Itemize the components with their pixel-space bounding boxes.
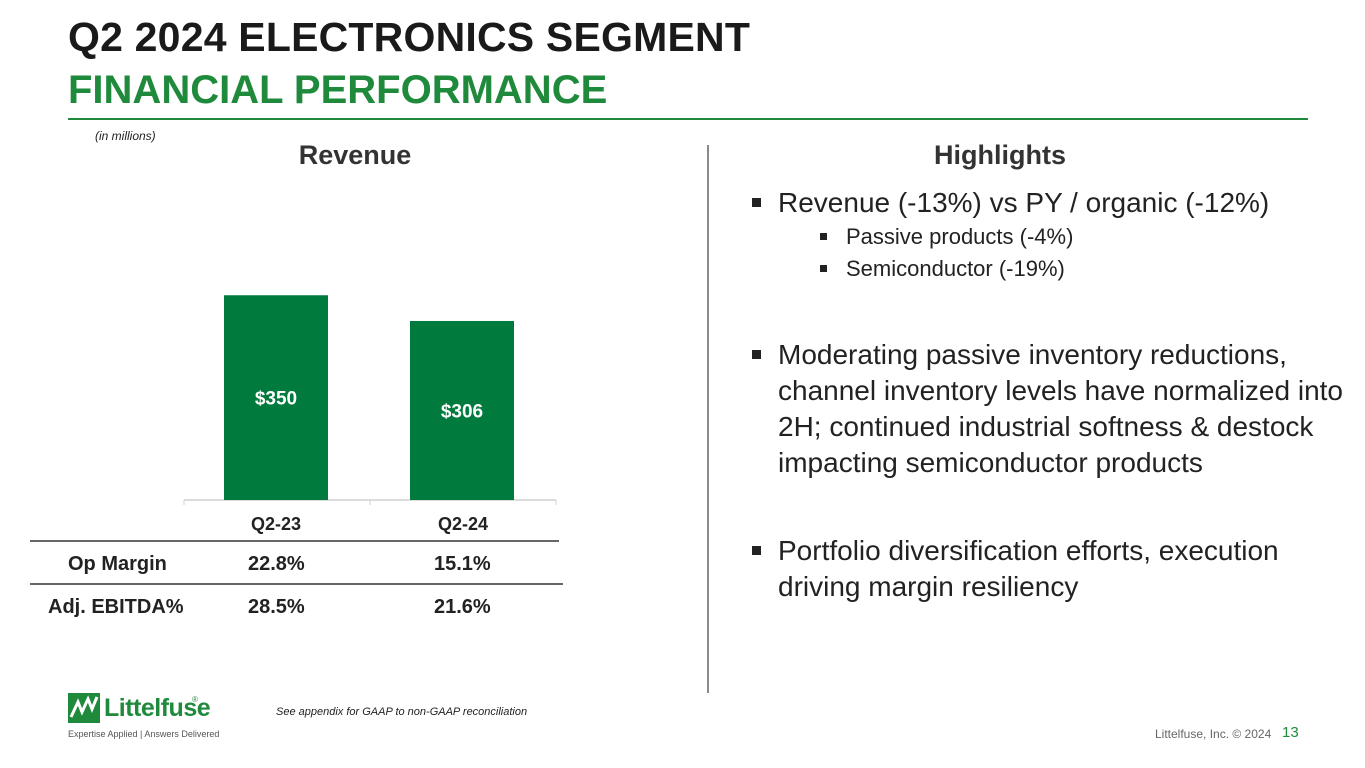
metric-label-op-margin: Op Margin <box>68 553 167 575</box>
bullet-square-icon <box>752 350 761 359</box>
metric-value: 22.8% <box>248 553 305 575</box>
logo-wordmark: Littelfuse <box>104 694 211 722</box>
littelfuse-logo: Littelfuse ® Expertise Applied | Answers… <box>68 693 219 739</box>
registered-mark: ® <box>192 695 198 704</box>
bullet-square-icon <box>752 546 761 555</box>
bar-q2-24 <box>410 320 514 500</box>
vertical-divider <box>707 145 709 693</box>
page-number: 13 <box>1282 724 1299 741</box>
bullet-square-icon <box>752 198 761 207</box>
highlight-bullet: Moderating passive inventory reductions,… <box>752 337 1352 481</box>
highlight-sub-text: Semiconductor (-19%) <box>846 256 1065 281</box>
bar-value-label: $306 <box>441 401 483 422</box>
highlight-sub-bullet: Passive products (-4%) <box>820 221 1352 253</box>
highlight-sub-text: Passive products (-4%) <box>846 224 1074 249</box>
x-tick-label: Q2-23 <box>250 514 302 534</box>
revenue-bar-chart: $350 $306 <box>183 295 557 505</box>
highlight-bullet: Revenue (-13%) vs PY / organic (-12%) <box>752 185 1352 221</box>
highlight-text: Moderating passive inventory reductions,… <box>778 339 1343 478</box>
copyright: Littelfuse, Inc. © 2024 <box>1155 727 1272 741</box>
logo-tagline: Expertise Applied | Answers Delivered <box>68 729 220 739</box>
bullet-square-icon <box>820 265 827 272</box>
highlights-heading: Highlights <box>934 140 1066 170</box>
littelfuse-logo-icon <box>68 693 100 723</box>
metric-value: 15.1% <box>434 553 491 575</box>
slide-subtitle: FINANCIAL PERFORMANCE <box>68 68 608 112</box>
slide-title: Q2 2024 ELECTRONICS SEGMENT <box>68 14 751 60</box>
bar-q2-23 <box>224 295 328 500</box>
table-rule <box>30 540 559 542</box>
metric-label-adj-ebitda: Adj. EBITDA% <box>48 596 184 618</box>
highlight-text: Portfolio diversification efforts, execu… <box>778 535 1279 602</box>
footnote: See appendix for GAAP to non-GAAP reconc… <box>276 706 528 718</box>
highlight-text: Revenue (-13%) vs PY / organic (-12%) <box>778 187 1270 218</box>
bullet-square-icon <box>820 233 827 240</box>
highlight-sub-bullet: Semiconductor (-19%) <box>820 253 1352 285</box>
title-rule <box>68 118 1308 120</box>
metric-value: 28.5% <box>248 596 305 618</box>
x-tick-label: Q2-24 <box>437 514 489 534</box>
units-note: (in millions) <box>95 129 156 143</box>
metric-value: 21.6% <box>434 596 491 618</box>
bar-value-label: $350 <box>255 389 297 410</box>
table-rule <box>30 583 563 585</box>
highlight-bullet: Portfolio diversification efforts, execu… <box>752 533 1352 605</box>
revenue-chart-title: Revenue <box>298 140 412 170</box>
highlights-list: Revenue (-13%) vs PY / organic (-12%) Pa… <box>752 185 1352 605</box>
